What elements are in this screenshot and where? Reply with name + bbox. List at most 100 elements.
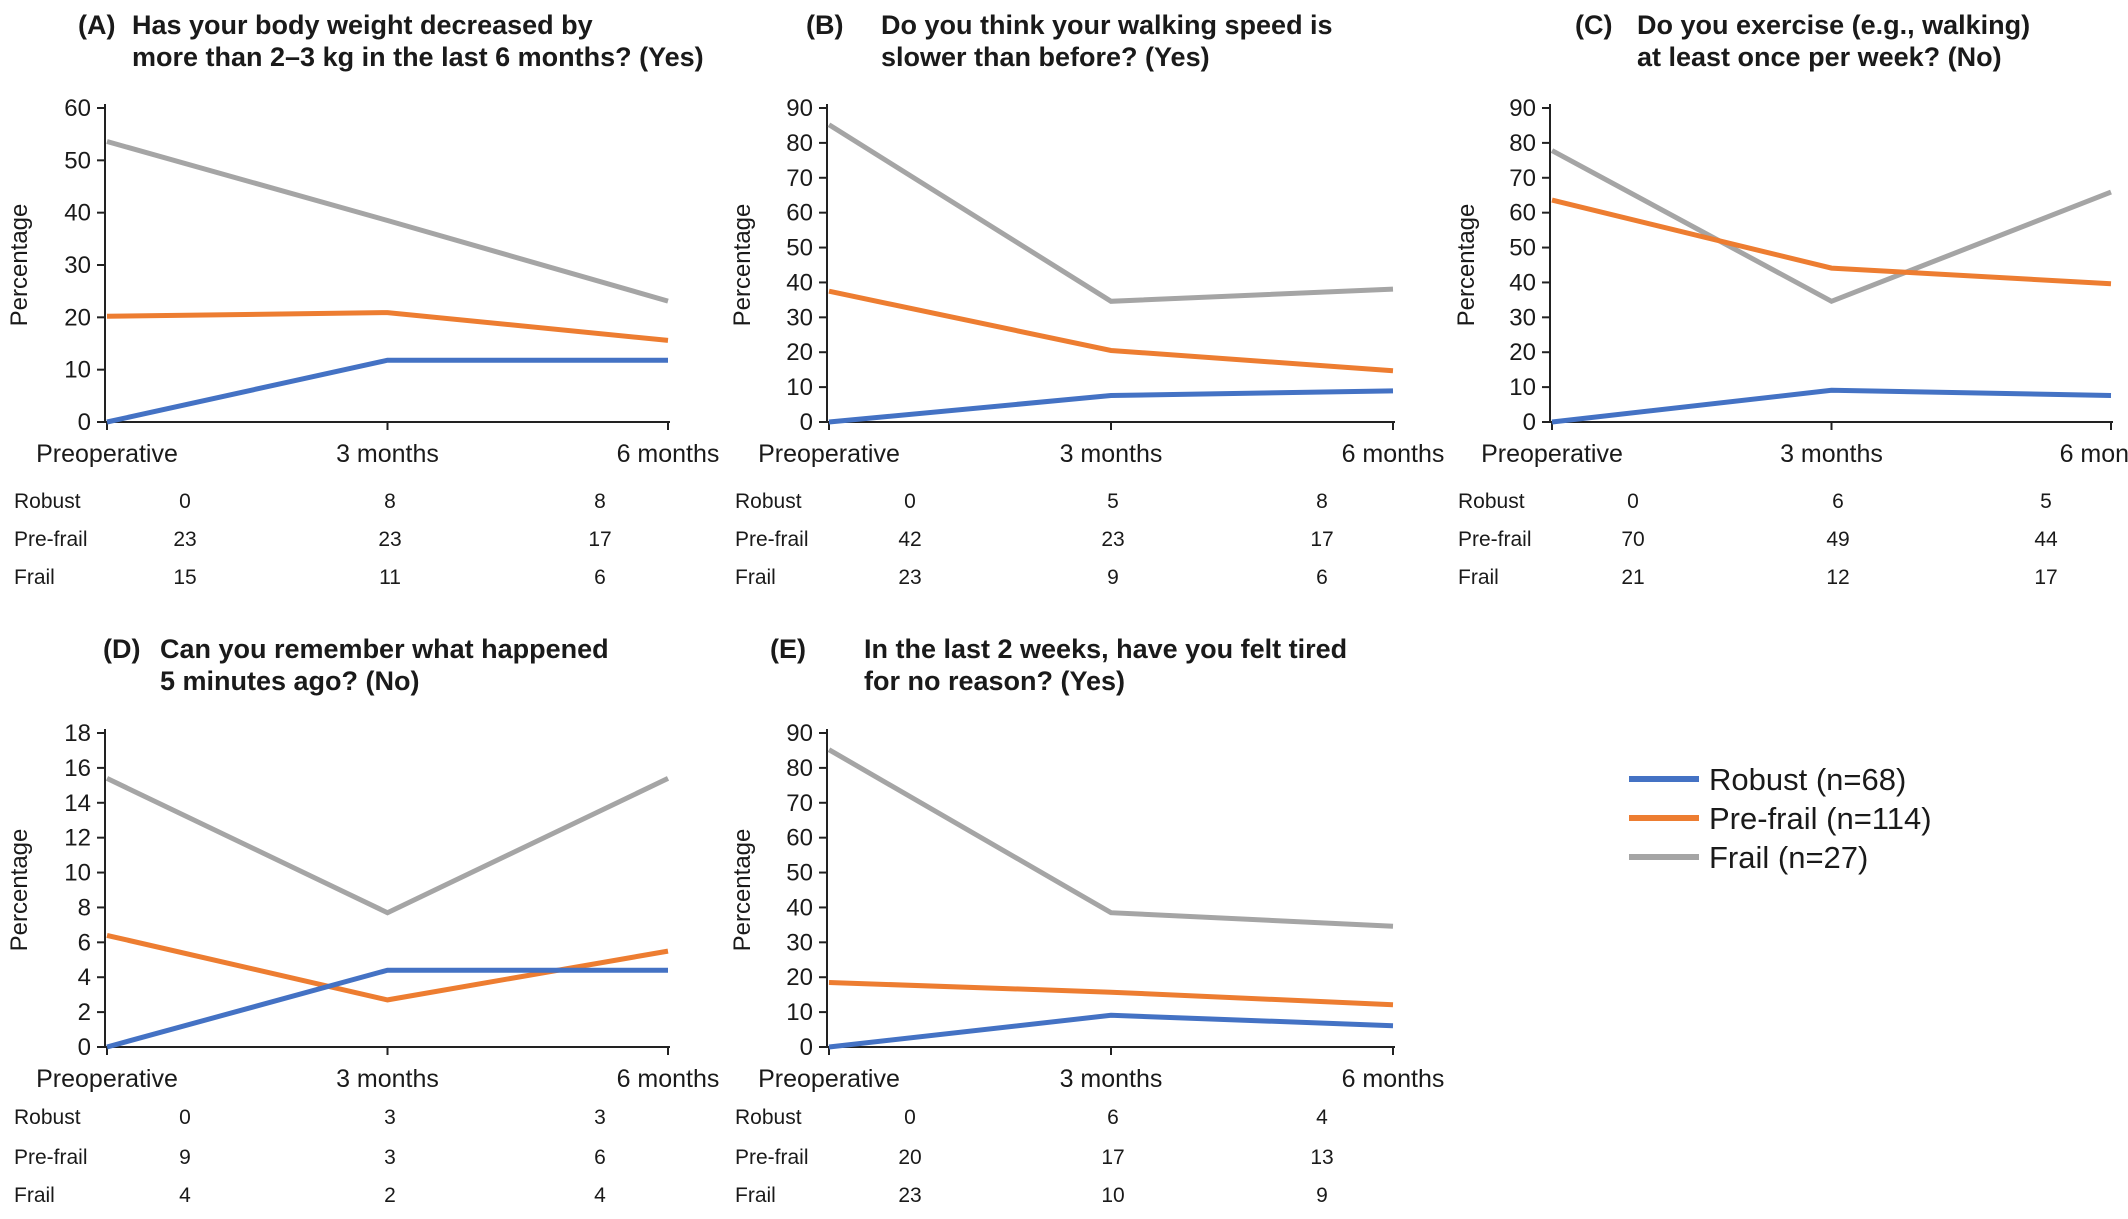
y-tick-label: 60	[786, 825, 813, 852]
y-tick-label: 14	[64, 790, 91, 817]
table-cell: 17	[588, 528, 611, 551]
x-tick-label: 6 months	[1342, 440, 1445, 468]
series-line-robust	[106, 967, 668, 1050]
table-cell: 9	[179, 1146, 191, 1169]
chart-panel: (C) Do you exercise (e.g., walking)at lea…	[1453, 10, 2128, 589]
table-cell: 9	[1107, 566, 1119, 589]
chart-title-line: more than 2–3 kg in the last 6 months? (…	[132, 42, 704, 72]
x-tick-label: Preoperative	[758, 1065, 900, 1093]
table-row-label: Frail	[1458, 566, 1499, 589]
table-cell: 6	[1316, 566, 1328, 589]
table-cell: 0	[904, 1106, 916, 1129]
y-tick-label: 20	[1509, 339, 1536, 366]
table-cell: 0	[179, 490, 191, 513]
chart-title-line: Do you think your walking speed is	[881, 10, 1333, 40]
table-row-label: Robust	[1458, 490, 1525, 513]
y-tick-label: 40	[1509, 269, 1536, 296]
table-row-label: Pre-frail	[735, 1146, 809, 1169]
table-row-label: Pre-frail	[1458, 528, 1532, 551]
table-cell: 10	[1101, 1184, 1124, 1207]
table-cell: 23	[173, 528, 196, 551]
table-cell: 8	[1316, 490, 1328, 513]
y-tick-label: 10	[786, 999, 813, 1026]
y-tick-label: 20	[64, 304, 91, 331]
table-cell: 23	[898, 566, 921, 589]
y-tick-label: 50	[786, 235, 813, 262]
table-cell: 11	[379, 566, 401, 589]
table-cell: 3	[384, 1106, 396, 1129]
legend-label: Pre-frail (n=114)	[1709, 801, 1932, 836]
table-cell: 49	[1826, 528, 1849, 551]
y-tick-label: 0	[78, 1034, 91, 1061]
table-cell: 6	[594, 566, 606, 589]
y-tick-label: 40	[786, 269, 813, 296]
y-tick-label: 50	[786, 860, 813, 887]
y-tick-label: 2	[78, 999, 91, 1026]
table-cell: 6	[1832, 490, 1844, 513]
chart-title-line: at least once per week? (No)	[1637, 42, 2002, 72]
y-tick-label: 0	[1523, 409, 1536, 436]
y-axis-label: Percentage	[729, 829, 756, 952]
y-axis-label: Percentage	[6, 829, 33, 952]
table-cell: 44	[2034, 528, 2058, 551]
series-line-pre-frail	[828, 980, 1394, 1008]
chart-title-line: 5 minutes ago? (No)	[160, 666, 420, 696]
y-tick-label: 30	[786, 929, 813, 956]
table-cell: 12	[1826, 566, 1849, 589]
table-row-label: Frail	[14, 1184, 55, 1207]
y-axis-label: Percentage	[1453, 204, 1480, 327]
table-cell: 0	[1627, 490, 1639, 513]
x-tick-label: Preoperative	[36, 1065, 178, 1093]
panel-label: (C)	[1575, 10, 1612, 40]
table-cell: 3	[384, 1146, 396, 1169]
y-tick-label: 70	[786, 165, 813, 192]
y-tick-label: 20	[786, 339, 813, 366]
x-tick-label: 6 months	[1342, 1065, 1445, 1093]
legend-label: Robust (n=68)	[1709, 762, 1906, 797]
table-cell: 8	[384, 490, 396, 513]
table-cell: 0	[179, 1106, 191, 1129]
series-line-robust	[828, 388, 1394, 425]
y-tick-label: 30	[786, 304, 813, 331]
chart-panel: (E) In the last 2 weeks, have you felt ti…	[729, 634, 1444, 1207]
table-cell: 23	[1101, 528, 1124, 551]
table-cell: 5	[2040, 490, 2052, 513]
x-tick-label: 6 months	[617, 1065, 720, 1093]
y-tick-label: 0	[800, 409, 813, 436]
y-tick-label: 30	[1509, 304, 1536, 331]
y-tick-label: 20	[786, 964, 813, 991]
table-cell: 2	[384, 1184, 396, 1207]
y-tick-label: 10	[1509, 374, 1536, 401]
series-line-pre-frail	[828, 288, 1394, 374]
x-tick-label: 6 months	[2060, 440, 2128, 468]
table-cell: 4	[179, 1184, 191, 1207]
y-tick-label: 70	[1509, 165, 1536, 192]
series-line-robust	[106, 357, 668, 425]
series-line-robust	[828, 1012, 1394, 1050]
table-cell: 3	[594, 1106, 606, 1129]
table-cell: 5	[1107, 490, 1119, 513]
table-cell: 9	[1316, 1184, 1328, 1207]
table-cell: 15	[173, 566, 196, 589]
x-tick-label: 3 months	[1060, 1065, 1163, 1093]
chart-title-line: slower than before? (Yes)	[881, 42, 1210, 72]
panel-label: (A)	[78, 10, 115, 40]
table-row-label: Pre-frail	[14, 1146, 88, 1169]
x-tick-label: 3 months	[1060, 440, 1163, 468]
y-tick-label: 16	[64, 755, 91, 782]
y-tick-label: 40	[786, 894, 813, 921]
table-row-label: Robust	[735, 1106, 802, 1129]
table-row-label: Robust	[735, 490, 802, 513]
series-line-frail	[105, 776, 670, 916]
x-tick-label: 3 months	[336, 1065, 439, 1093]
y-tick-label: 4	[78, 964, 91, 991]
table-cell: 23	[898, 1184, 921, 1207]
chart-title-line: Do you exercise (e.g., walking)	[1637, 10, 2030, 40]
y-tick-label: 6	[78, 929, 91, 956]
panel-label: (E)	[770, 634, 806, 664]
table-row-label: Frail	[735, 1184, 776, 1207]
series-line-pre-frail	[106, 310, 669, 343]
y-tick-label: 80	[786, 755, 813, 782]
x-tick-label: Preoperative	[758, 440, 900, 468]
